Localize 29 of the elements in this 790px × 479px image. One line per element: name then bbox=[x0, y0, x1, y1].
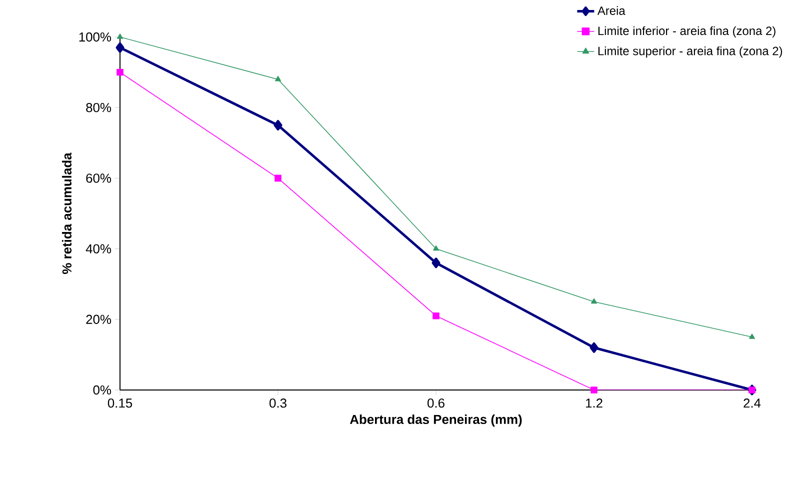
point bbox=[274, 120, 282, 130]
y-axis-title: % retida acumulada bbox=[62, 152, 72, 274]
x-tick-label: 0.15 bbox=[108, 398, 132, 408]
x-tick-label: 0.6 bbox=[428, 398, 444, 408]
point bbox=[274, 174, 282, 182]
x-tick-label: 1.2 bbox=[586, 398, 602, 408]
point bbox=[432, 258, 440, 268]
point bbox=[749, 334, 756, 339]
y-tick-label: 60% bbox=[86, 174, 112, 183]
point bbox=[116, 68, 124, 76]
y-tick-label: 80% bbox=[86, 103, 112, 112]
x-axis-title: Abertura das Peneiras (mm) bbox=[350, 414, 522, 427]
y-tick-label: 20% bbox=[86, 314, 112, 324]
x-tick-label: 2.4 bbox=[744, 398, 761, 408]
point bbox=[116, 42, 124, 53]
y-tick-label: 40% bbox=[86, 244, 112, 254]
y-tick-label: 100% bbox=[79, 32, 112, 42]
legend-label: Limite superior - areia fina (zona 2) bbox=[598, 46, 782, 58]
point bbox=[590, 342, 598, 353]
point bbox=[433, 245, 440, 251]
point bbox=[590, 386, 598, 394]
legend-label: Areia bbox=[597, 6, 626, 15]
point bbox=[275, 76, 282, 82]
point bbox=[432, 312, 440, 320]
point bbox=[591, 298, 598, 304]
legend-label: Limite inferior - areia fina (zona 2) bbox=[598, 26, 776, 38]
y-tick-label: 0% bbox=[93, 385, 112, 395]
x-tick-label: 0.3 bbox=[270, 398, 286, 408]
point bbox=[117, 34, 124, 39]
